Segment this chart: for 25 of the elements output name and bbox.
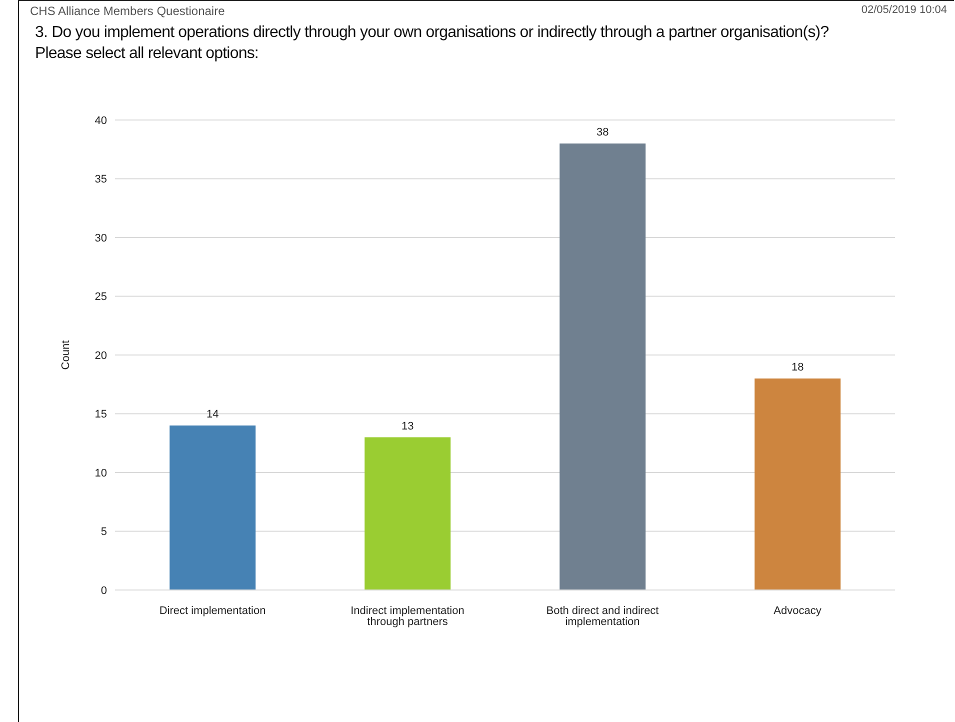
bar (754, 378, 841, 590)
y-tick-label: 5 (100, 526, 107, 538)
data-label: 38 (596, 126, 609, 138)
bar (170, 426, 256, 590)
y-tick-label: 40 (94, 114, 107, 127)
y-tick-label: 15 (94, 408, 107, 421)
y-axis-title: Count (60, 340, 72, 370)
data-label: 18 (791, 362, 804, 374)
chart-title: 3. Do you implement operations directly through your own organisations or indirectly through a partner organisation(s)? Please select all relevant options: (35, 23, 830, 64)
data-label: 13 (401, 420, 414, 432)
y-tick-label: 25 (94, 291, 107, 304)
x-tick-label: Advocacy (774, 604, 822, 617)
x-tick-label: Direct implementation (159, 604, 266, 617)
y-tick-label: 20 (94, 350, 107, 362)
bar (560, 144, 646, 590)
bar (364, 437, 451, 590)
x-tick-label: Indirect implementation through partners (350, 604, 464, 628)
y-tick-label: 10 (94, 467, 107, 480)
y-tick-label: 30 (94, 232, 107, 244)
text: 02/05/2019 10:04 (861, 4, 947, 16)
y-tick-label: 35 (94, 174, 107, 186)
y-tick-label: 0 (100, 584, 107, 597)
chart-subtitle: CHS Alliance Members Questionaire (30, 4, 225, 18)
x-tick-label: Both direct and indirect implementation (546, 604, 659, 628)
data-label: 14 (206, 408, 219, 420)
